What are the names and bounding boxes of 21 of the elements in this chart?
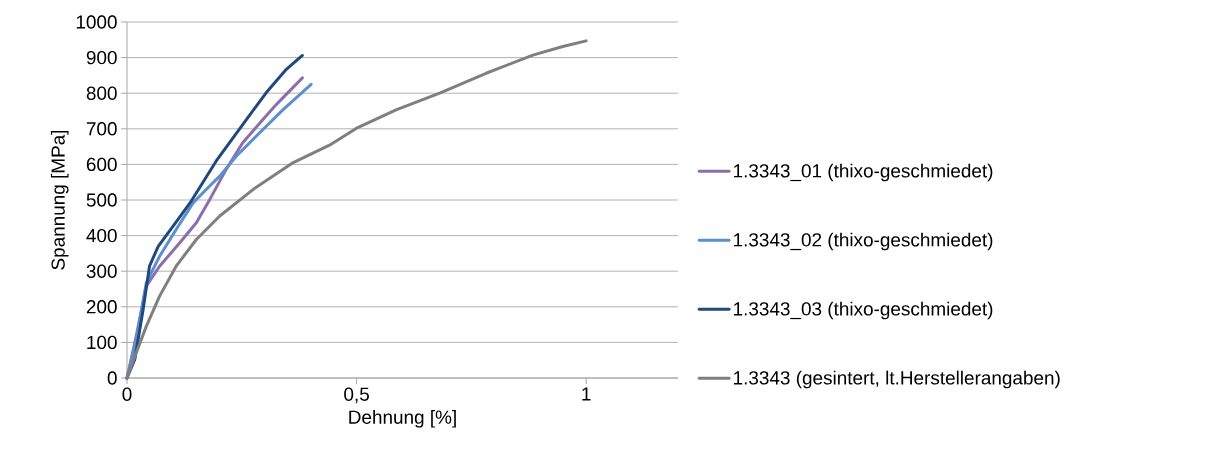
y-tick-label: 100 [87,335,117,350]
y-axis-title: Spannung [MPa] [50,130,69,270]
y-tick-label: 500 [86,193,117,207]
legend-label: 1.3343_01 (thixo-geschmiedet) [734,163,993,182]
legend-label: 1.3343_03 (thixo-geschmiedet) [734,301,993,320]
y-tick-label: 700 [86,122,117,136]
y-tick-label: 200 [86,300,117,314]
y-tick-label: 800 [86,86,117,100]
legend-label: 1.3343 (gesintert, lt.Herstellerangaben) [734,370,1060,389]
y-tick-label: 400 [86,228,117,243]
x-axis-title: Dehnung [%] [349,409,456,428]
y-tick-label: 0 [107,371,117,385]
legend-label: 1.3343_02 (thixo-geschmiedet) [734,232,993,251]
y-tick-label: 1000 [76,15,117,29]
y-tick-label: 900 [86,50,117,65]
x-tick-label: 1 [582,387,591,401]
y-tick-label: 300 [86,264,117,278]
line-series [125,39,588,380]
y-tick-label: 600 [86,157,117,172]
x-tick-label: 0 [122,387,132,401]
x-tick-label: 0,5 [344,387,369,404]
